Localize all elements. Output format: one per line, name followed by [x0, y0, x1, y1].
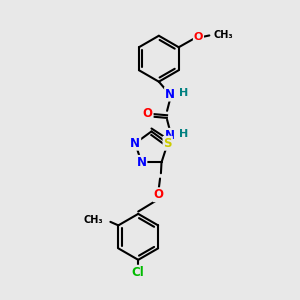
- Text: N: N: [130, 137, 140, 150]
- Text: H: H: [179, 129, 189, 139]
- Text: CH₃: CH₃: [214, 31, 233, 40]
- Text: O: O: [194, 32, 203, 42]
- Text: N: N: [165, 88, 175, 100]
- Text: Cl: Cl: [132, 266, 145, 279]
- Text: S: S: [164, 137, 172, 150]
- Text: O: O: [142, 107, 153, 120]
- Text: N: N: [136, 156, 146, 169]
- Text: CH₃: CH₃: [84, 215, 104, 225]
- Text: O: O: [154, 188, 164, 201]
- Text: N: N: [165, 129, 175, 142]
- Text: H: H: [179, 88, 189, 98]
